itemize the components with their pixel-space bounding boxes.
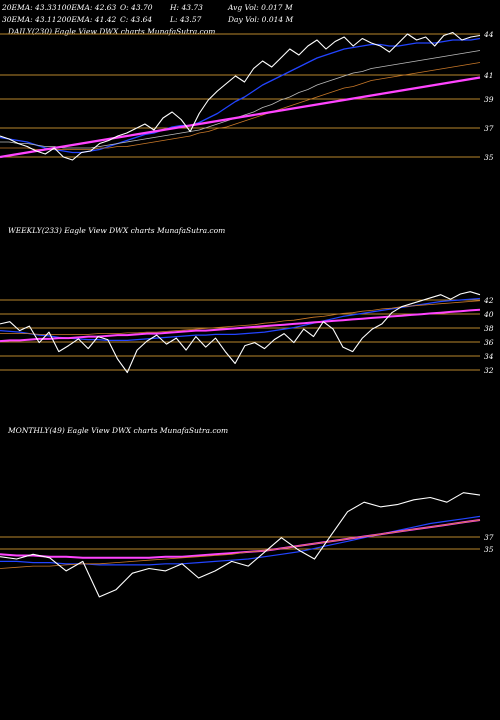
weekly-ytick-label: 34 [484, 352, 494, 361]
monthly-ema-orange-line [0, 519, 481, 569]
ema30-label: 30EMA: 43.11 [2, 15, 57, 24]
daily-price-line [0, 31, 481, 161]
weekly-ema-magenta-line [0, 308, 481, 343]
daily-ema-magenta-line [0, 76, 481, 159]
weekly-ema-orange-line [0, 300, 481, 335]
low-label: L: 43.57 [170, 15, 202, 24]
daily-ytick-label: 35 [484, 153, 494, 162]
ema100-label: 100EMA: 42.63 [57, 3, 117, 12]
high-label: H: 43.73 [170, 3, 203, 12]
weekly-ytick-label: 38 [484, 324, 494, 333]
avg-vol-label: Avg Vol: 0.017 M [228, 3, 293, 12]
monthly-ema-magenta-line [0, 519, 481, 559]
weekly-ytick-label: 40 [483, 310, 494, 319]
weekly-panel-title: WEEKLY(233) Eagle View DWX charts Munafa… [8, 226, 226, 235]
monthly-price-line [0, 492, 481, 598]
daily-ema-blue-line [0, 37, 481, 154]
weekly-ytick-label: 32 [484, 366, 494, 375]
close-label: C: 43.64 [120, 15, 153, 24]
daily-ytick-label: 44 [483, 30, 494, 39]
weekly-ytick-label: 42 [483, 296, 494, 305]
daily-ema-orange-line [0, 62, 481, 150]
daily-ytick-label: 37 [484, 124, 494, 133]
weekly-price-line [0, 291, 481, 374]
monthly-panel-title: MONTHLY(49) Eagle View DWX charts Munafa… [8, 426, 229, 435]
daily-ytick-label: 41 [483, 71, 494, 80]
monthly-ytick-label: 37 [484, 533, 494, 542]
monthly-ytick-label: 35 [484, 545, 494, 554]
ema20-label: 20EMA: 43.33 [2, 3, 57, 12]
daily-panel-title: DAILY(230) Eagle View DWX charts MunafaS… [8, 27, 216, 36]
daily-ytick-label: 39 [484, 95, 494, 104]
day-vol-label: Day Vol: 0.014 M [228, 15, 294, 24]
ema200-label: 200EMA: 41.42 [57, 15, 117, 24]
weekly-ytick-label: 36 [484, 338, 494, 347]
open-label: O: 43.70 [120, 3, 153, 12]
